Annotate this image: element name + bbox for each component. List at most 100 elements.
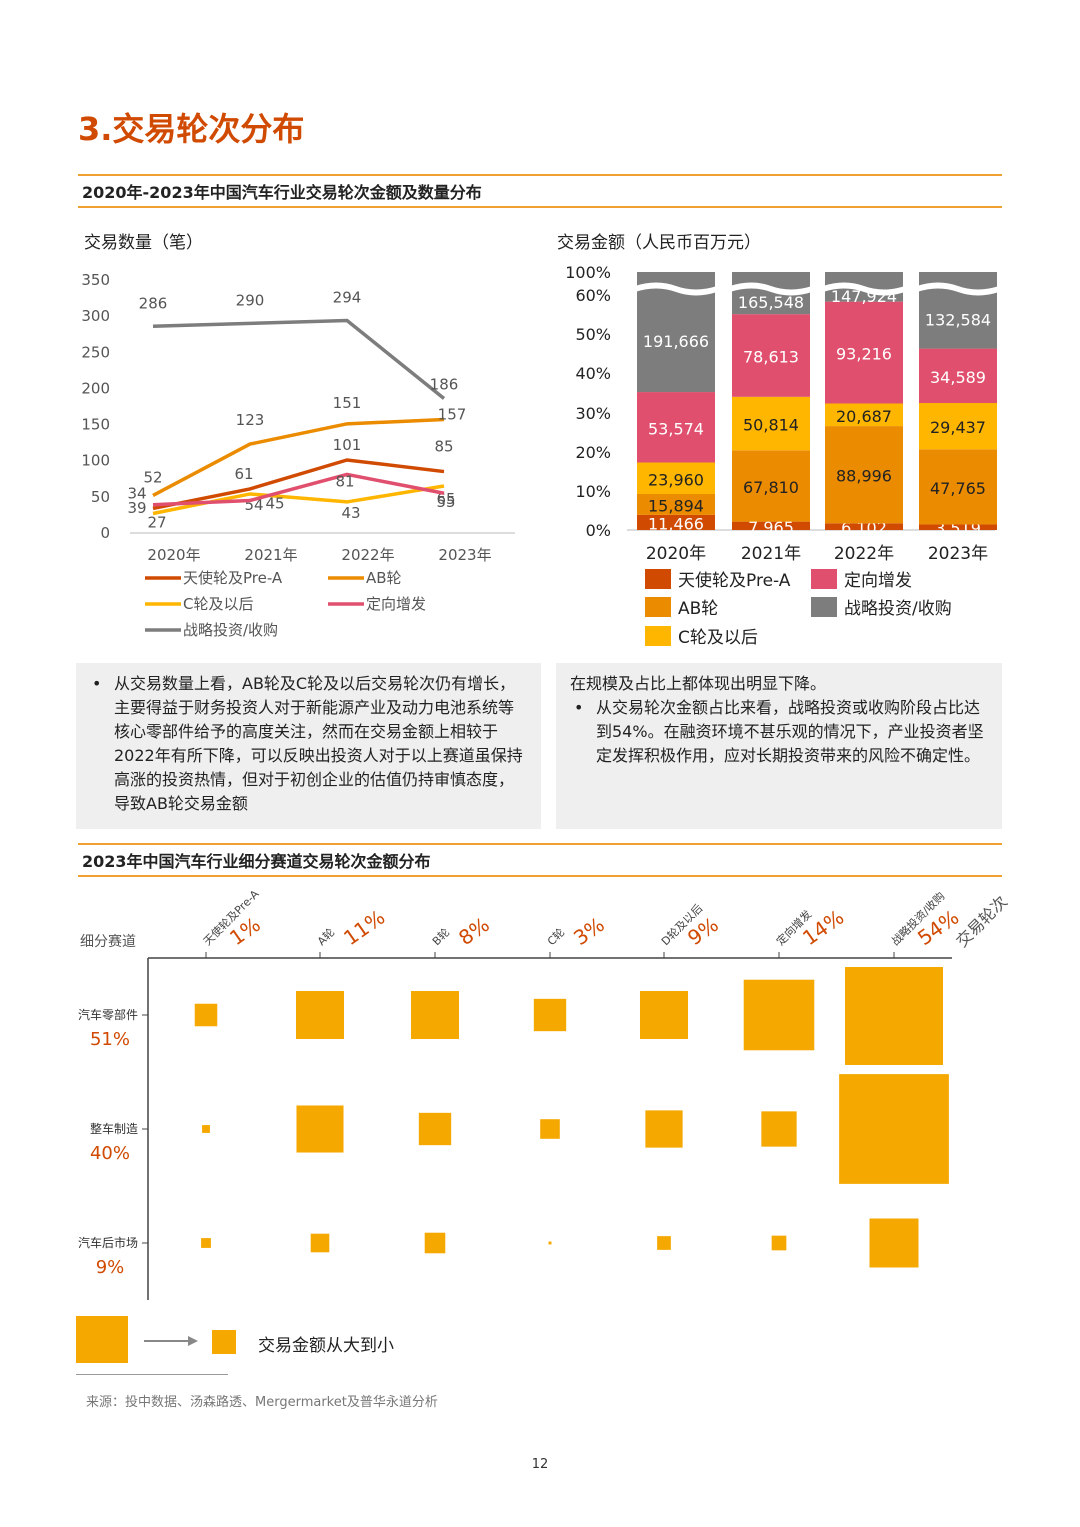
bar-segment xyxy=(637,392,715,463)
amount-square xyxy=(310,1233,330,1253)
legend-swatch xyxy=(811,569,837,589)
bar-value-label: 165,548 xyxy=(738,293,804,312)
legend-label: AB轮 xyxy=(678,599,718,619)
analysis-text-left: • 从交易数量上看，AB轮及C轮及以后交易轮次仍有增长，主要得益于财务投资人对于… xyxy=(76,663,541,829)
bar-segment xyxy=(919,348,997,404)
amount-square xyxy=(202,1125,210,1133)
data-label: 294 xyxy=(333,288,362,306)
amount-square xyxy=(424,1232,446,1254)
line-chart-title: 交易数量（笔） xyxy=(84,233,203,253)
transaction-count-line-chart: 0 50 100 150 200 250 300 350 2020年 2021年 2022年 2023… xyxy=(81,271,515,639)
bar-segment xyxy=(919,403,997,450)
analysis-paragraph-count: 从交易数量上看，AB轮及C轮及以后交易轮次仍有增长，主要得益于财务投资人对于新能… xyxy=(114,674,523,813)
row-label: 汽车后市场 xyxy=(78,1235,138,1250)
x-tick-label: 2020年 xyxy=(147,546,200,564)
axis-break-mark xyxy=(917,282,999,296)
series-line xyxy=(152,458,445,511)
amount-square xyxy=(645,1110,683,1148)
legend-label: 天使轮及Pre-A xyxy=(183,569,283,587)
y-tick-label: 250 xyxy=(81,343,110,361)
y-tick-label: 50 xyxy=(91,488,110,506)
source-note: 来源：投中数据、汤森路透、Mergermarket及普华永道分析 xyxy=(86,1395,438,1410)
bar-segment xyxy=(825,426,903,524)
size-legend-arrowhead xyxy=(188,1336,198,1346)
data-label: 186 xyxy=(430,376,459,394)
bar-segment xyxy=(825,523,903,530)
bar-value-label: 93,216 xyxy=(836,345,892,364)
data-label: 123 xyxy=(236,411,265,429)
legend-swatch xyxy=(645,569,671,589)
bar-segment xyxy=(919,449,997,525)
amount-square xyxy=(657,1236,671,1250)
column-label: A轮 xyxy=(314,925,337,948)
amount-square xyxy=(194,1003,218,1027)
data-label: 101 xyxy=(333,436,362,454)
row-axis-label: 细分赛道 xyxy=(80,934,136,950)
size-legend-graphic xyxy=(76,1316,236,1363)
legend-label: 战略投资/收购 xyxy=(844,599,952,619)
amount-square xyxy=(869,1218,919,1268)
y-tick-label: 30% xyxy=(575,404,611,423)
legend-label: C轮及以后 xyxy=(183,595,253,613)
bar-segment xyxy=(732,521,810,530)
bar-segment xyxy=(637,462,715,495)
bar-value-label: 6,102 xyxy=(841,519,887,538)
bar-segment xyxy=(825,403,903,427)
row-share: 9% xyxy=(96,1257,125,1278)
amount-square xyxy=(540,1119,560,1139)
x-tick-label: 2020年 xyxy=(646,544,706,564)
data-label: 55 xyxy=(436,493,455,511)
amount-square xyxy=(839,1074,949,1184)
y-tick-label: 0 xyxy=(100,524,110,542)
amount-square xyxy=(201,1238,211,1248)
data-label: 286 xyxy=(139,294,168,312)
bar-value-label: 53,574 xyxy=(648,419,704,438)
legend-label: AB轮 xyxy=(366,569,402,587)
bar-value-label: 29,437 xyxy=(930,418,986,437)
analysis-continuation: 在规模及占比上都体现出明显下降。 xyxy=(570,674,827,693)
amount-square xyxy=(533,998,567,1032)
matrix-section-heading: 2023年中国汽车行业细分赛道交易轮次金额分布 xyxy=(78,843,1002,877)
footnote-divider xyxy=(76,1374,228,1375)
column-axis-label: 交易轮次 xyxy=(952,892,1011,951)
bar-value-label: 191,666 xyxy=(643,332,709,351)
row-share: 40% xyxy=(90,1143,130,1164)
page-number: 12 xyxy=(531,1457,549,1472)
amount-square xyxy=(418,1112,452,1146)
y-tick-label: 100% xyxy=(565,263,611,282)
amount-square xyxy=(743,979,815,1051)
x-tick-label: 2022年 xyxy=(834,544,894,564)
amount-square xyxy=(639,990,689,1040)
data-label: 52 xyxy=(143,468,162,486)
row-label: 整车制造 xyxy=(90,1121,138,1136)
y-tick-label: 10% xyxy=(575,482,611,501)
size-legend-large-square xyxy=(76,1316,128,1363)
bar-value-label: 7,965 xyxy=(748,518,794,537)
data-label: 65 xyxy=(436,490,455,508)
bar-value-label: 23,960 xyxy=(648,470,704,489)
y-tick-label: 40% xyxy=(575,364,611,383)
bar-chart-title: 交易金额（人民币百万元） xyxy=(557,233,761,253)
analysis-paragraph-amount: 从交易轮次金额占比来看，战略投资或收购阶段占比达到54%。在融资环境不甚乐观的情… xyxy=(596,698,984,765)
axis-break-mark xyxy=(730,282,812,296)
y-tick-label: 200 xyxy=(81,379,110,397)
legend-label: C轮及以后 xyxy=(678,628,758,648)
column-share: 3% xyxy=(569,912,609,950)
data-label: 27 xyxy=(147,513,166,531)
bar-segment xyxy=(919,524,997,530)
amount-square xyxy=(410,990,460,1040)
x-tick-label: 2023年 xyxy=(928,544,988,564)
data-label: 39 xyxy=(127,499,146,517)
bar-segment xyxy=(637,494,715,515)
legend-label: 天使轮及Pre-A xyxy=(678,570,791,591)
bar-segment xyxy=(732,396,810,451)
bar-segment xyxy=(732,314,810,397)
legend-swatch xyxy=(645,626,671,646)
axis-break-mark xyxy=(635,282,717,296)
legend-label: 定向增发 xyxy=(366,595,426,613)
amount-square xyxy=(296,1105,344,1153)
x-tick-label: 2021年 xyxy=(741,544,801,564)
amount-square xyxy=(845,967,943,1065)
